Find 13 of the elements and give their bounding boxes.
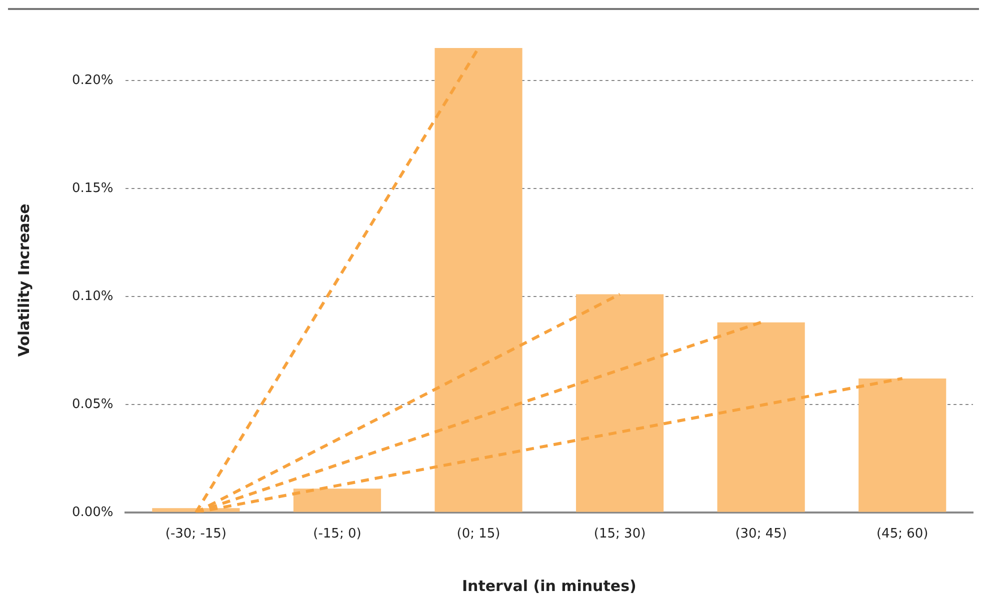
x-tick-label: (0; 15)	[456, 526, 500, 542]
y-tick-label: 0.15%	[72, 180, 114, 196]
x-tick-label: (30; 45)	[735, 526, 787, 542]
x-tick-label: (15; 30)	[594, 526, 646, 542]
y-tick-label: 0.10%	[72, 288, 114, 304]
x-tick-label: (-15; 0)	[313, 526, 362, 542]
x-tick-label: (45; 60)	[876, 526, 928, 542]
y-tick-label: 0.00%	[72, 504, 114, 520]
y-tick-label: 0.05%	[72, 396, 114, 412]
y-tick-label: 0.20%	[72, 72, 114, 88]
x-tick-label: (-30; -15)	[165, 526, 226, 542]
x-axis-title: Interval (in minutes)	[462, 576, 636, 595]
y-axis-title: Volatility Increase	[14, 204, 33, 357]
